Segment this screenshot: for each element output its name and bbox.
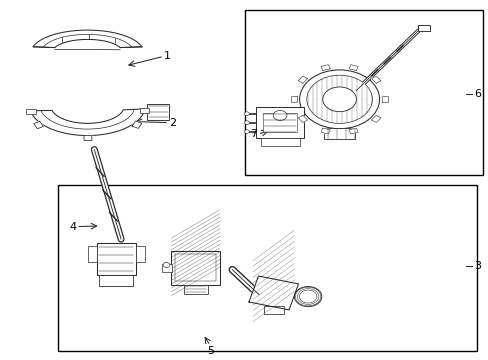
Bar [161,264,172,272]
Polygon shape [132,121,142,129]
Polygon shape [291,96,297,102]
Bar [183,285,207,294]
Bar [263,113,297,132]
Bar [175,255,216,281]
Text: 6: 6 [474,89,481,99]
Bar [88,246,97,262]
Bar [417,26,429,31]
Text: 5: 5 [206,346,213,356]
Bar [58,185,476,351]
Polygon shape [371,76,380,83]
Polygon shape [31,109,144,135]
Polygon shape [34,121,43,129]
Polygon shape [298,115,307,122]
Text: 7: 7 [250,129,257,139]
Polygon shape [381,96,387,102]
Bar [99,275,133,286]
Bar [255,107,304,138]
Polygon shape [248,276,298,310]
Polygon shape [348,65,358,71]
Circle shape [273,111,286,121]
Circle shape [299,70,379,129]
Polygon shape [348,128,358,134]
Polygon shape [320,65,329,71]
Bar [136,246,144,262]
Polygon shape [320,128,329,134]
Circle shape [244,130,249,134]
Bar [264,306,283,314]
Circle shape [163,262,169,267]
Circle shape [294,287,321,307]
Bar [171,251,220,285]
Circle shape [299,290,316,303]
Text: 1: 1 [163,51,171,61]
Circle shape [322,87,356,112]
Bar [140,108,149,113]
Text: 2: 2 [168,118,176,128]
Circle shape [244,112,249,116]
Polygon shape [84,135,92,141]
Bar [97,243,136,275]
Text: 4: 4 [69,222,76,231]
Polygon shape [298,76,307,83]
Polygon shape [371,115,380,122]
Polygon shape [33,30,142,48]
Text: 3: 3 [474,261,481,271]
Circle shape [244,121,249,125]
Bar [147,104,169,120]
Bar [245,10,483,175]
Bar [26,109,36,114]
Circle shape [306,75,371,123]
Bar [324,128,354,139]
Bar [260,138,299,146]
